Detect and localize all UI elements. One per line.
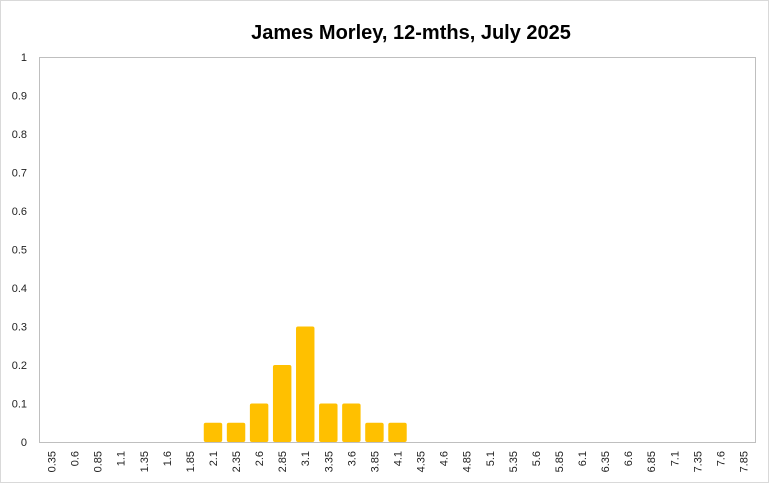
x-tick-label: 4.1: [393, 451, 405, 466]
bar: [203, 422, 223, 442]
y-axis-ticks: 0 0.1 0.2 0.3 0.4 0.5 0.6 0.7 0.8 0.9 1: [12, 52, 27, 449]
x-tick-label: 5.85: [554, 451, 566, 472]
y-tick-label: 1: [21, 52, 27, 64]
bar: [319, 403, 338, 442]
x-tick-label: 7.35: [692, 451, 704, 472]
y-tick-label: 0: [21, 437, 27, 449]
x-tick-label: 2.6: [254, 451, 266, 466]
y-tick-label: 0.9: [12, 91, 27, 103]
x-tick-label: 3.85: [369, 451, 381, 472]
x-tick-label: 6.85: [646, 451, 658, 472]
x-tick-label: 4.35: [416, 451, 428, 472]
x-tick-label: 3.1: [300, 451, 312, 466]
bar: [342, 403, 361, 442]
x-tick-label: 2.35: [231, 451, 243, 472]
bar: [365, 422, 384, 442]
x-tick-label: 2.1: [208, 451, 220, 466]
y-tick-label: 0.4: [12, 283, 27, 295]
x-tick-label: 1.35: [139, 451, 151, 472]
x-tick-label: 1.1: [116, 451, 128, 466]
x-tick-label: 0.85: [93, 451, 105, 472]
plot-area: [39, 57, 756, 443]
bar: [296, 326, 315, 442]
x-tick-label: 2.85: [277, 451, 289, 472]
y-tick-label: 0.6: [12, 206, 27, 218]
x-tick-label: 6.1: [577, 451, 589, 466]
x-tick-label: 4.6: [439, 451, 451, 466]
x-tick-label: 3.6: [346, 451, 358, 466]
bar: [249, 403, 269, 442]
bar: [272, 365, 292, 442]
x-tick-label: 5.1: [485, 451, 497, 466]
bar: [226, 422, 246, 442]
x-tick-label: 5.6: [531, 451, 543, 466]
x-tick-label: 6.6: [623, 451, 635, 466]
x-tick-label: 0.35: [47, 451, 59, 472]
x-tick-label: 6.35: [600, 451, 612, 472]
x-tick-label: 1.85: [185, 451, 197, 472]
y-tick-label: 0.2: [12, 360, 27, 372]
y-tick-label: 0.5: [12, 245, 27, 257]
y-tick-label: 0.7: [12, 168, 27, 180]
x-tick-label: 3.35: [323, 451, 335, 472]
y-tick-label: 0.8: [12, 129, 27, 141]
x-tick-label: 4.85: [462, 451, 474, 472]
x-tick-label: 7.1: [669, 451, 681, 466]
x-tick-label: 1.6: [162, 451, 174, 466]
x-tick-label: 5.35: [508, 451, 520, 472]
x-tick-label: 7.85: [738, 451, 750, 472]
x-tick-label: 0.6: [70, 451, 82, 466]
bar: [388, 422, 407, 442]
y-tick-label: 0.3: [12, 322, 27, 334]
chart-title: James Morley, 12-mths, July 2025: [251, 22, 571, 44]
x-axis-ticks: 0.35 0.6 0.85 1.1 1.35 1.6 1.85 2.1 2.35 2.6 2.85 3…: [47, 451, 751, 472]
x-tick-label: 7.6: [715, 451, 727, 466]
y-tick-label: 0.1: [12, 399, 27, 411]
bars: [203, 326, 407, 442]
